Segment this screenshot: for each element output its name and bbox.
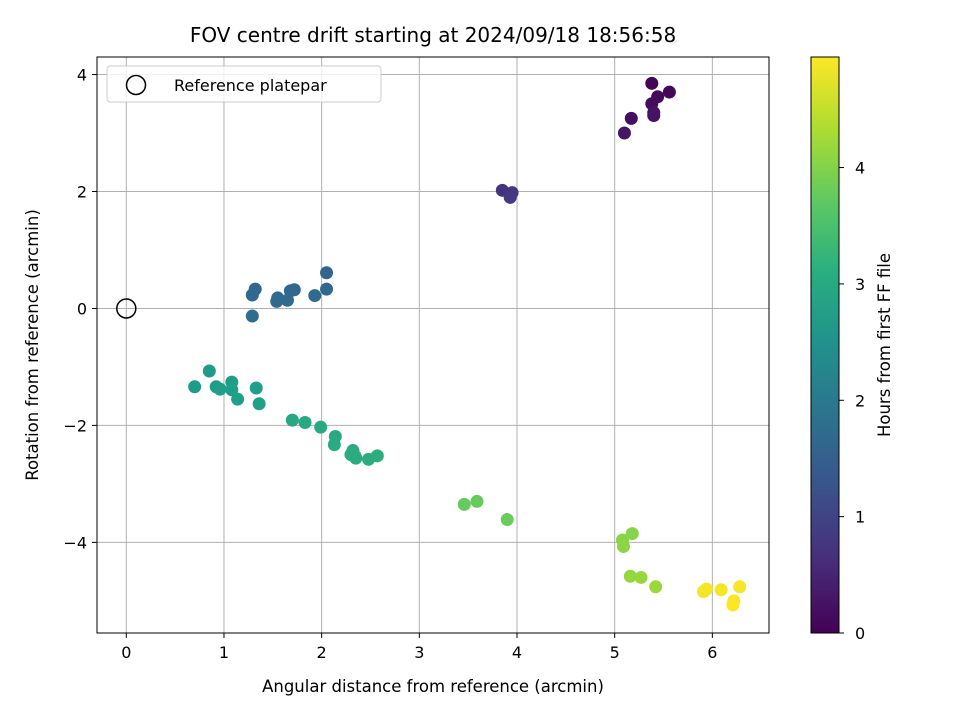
data-point (225, 383, 239, 397)
legend: Reference platepar (106, 65, 382, 103)
data-point (634, 570, 648, 584)
legend-entry-reference-platepar: Reference platepar (174, 76, 327, 95)
data-points (188, 76, 747, 612)
data-point (645, 76, 659, 90)
y-tick-label: 0 (77, 299, 87, 318)
data-point (625, 527, 639, 541)
x-tick-label: 5 (610, 643, 620, 662)
x-tick-label: 6 (707, 643, 717, 662)
legend-marker-open-circle (125, 74, 147, 96)
x-axis-label: Angular distance from reference (arcmin) (262, 677, 604, 696)
data-point (249, 381, 263, 395)
colorbar-ticks: 0 1 2 3 4 (839, 159, 865, 643)
colorbar-tick-label: 4 (855, 159, 865, 178)
grid-lines (97, 57, 769, 633)
colorbar-tick-label: 2 (855, 391, 865, 410)
colorbar-label: Hours from first FF file (875, 253, 894, 437)
reference-platepar-marker (116, 298, 137, 319)
reference-marker-group (116, 298, 137, 319)
data-point (202, 364, 216, 378)
y-tick-label: 2 (77, 182, 87, 201)
y-axis-label: Rotation from reference (arcmin) (23, 209, 42, 481)
data-point (245, 288, 259, 302)
colorbar-tick-label: 0 (855, 624, 865, 643)
colorbar: 0 1 2 3 4 Hours from first FF file (810, 56, 894, 643)
data-point (662, 85, 676, 99)
x-tick-label: 4 (512, 643, 522, 662)
data-point (285, 413, 299, 427)
data-point (726, 598, 740, 612)
data-point (349, 451, 363, 465)
data-point (213, 382, 227, 396)
data-point (616, 539, 630, 553)
x-tick-label: 1 (219, 643, 229, 662)
data-point (252, 397, 266, 411)
y-axis-ticks: −4 −2 0 2 4 (63, 66, 97, 552)
data-point (280, 293, 294, 307)
data-point (298, 415, 312, 429)
data-point (500, 513, 514, 527)
x-tick-label: 0 (121, 643, 131, 662)
y-tick-label: −4 (63, 533, 87, 552)
data-point (699, 582, 713, 596)
data-point (231, 392, 245, 406)
colorbar-gradient (810, 56, 840, 634)
colorbar-tick-label: 1 (855, 508, 865, 527)
data-point (733, 580, 747, 594)
data-point (188, 380, 202, 394)
data-point (623, 569, 637, 583)
data-point (503, 190, 517, 204)
y-tick-label: 4 (77, 66, 87, 85)
data-point (617, 126, 631, 140)
y-tick-label: −2 (63, 416, 87, 435)
data-point (457, 497, 471, 511)
x-axis-ticks: 0 1 2 3 4 5 6 (121, 633, 717, 662)
data-point (470, 494, 484, 508)
colorbar-tick-label: 3 (855, 275, 865, 294)
data-point (320, 282, 334, 296)
data-point (370, 449, 384, 463)
plot-frame (96, 56, 770, 634)
data-point (314, 420, 328, 434)
x-tick-label: 3 (414, 643, 424, 662)
data-point (245, 309, 259, 323)
data-point (308, 289, 322, 303)
x-tick-label: 2 (317, 643, 327, 662)
legend-box (106, 65, 382, 103)
chart-title: FOV centre drift starting at 2024/09/18 … (190, 23, 676, 47)
data-point (270, 294, 284, 308)
data-point (714, 583, 728, 597)
data-point (327, 438, 341, 452)
data-point (624, 111, 638, 125)
data-point (647, 108, 661, 122)
data-point (320, 266, 334, 280)
data-point (649, 580, 663, 594)
